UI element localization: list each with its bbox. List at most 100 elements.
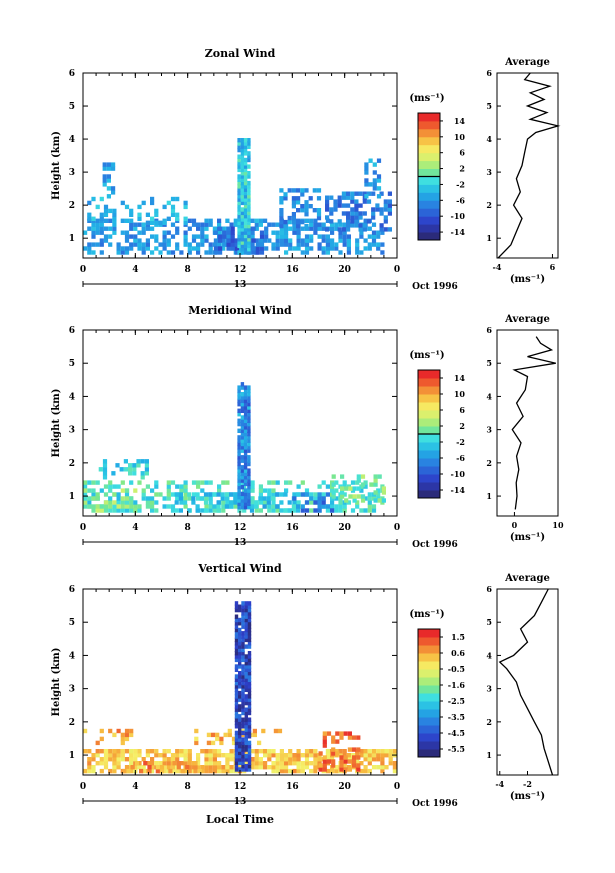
- heatmap-cell: [83, 749, 88, 754]
- heatmap-cell: [296, 188, 301, 193]
- heatmap-cell: [321, 246, 326, 251]
- heatmap-cell: [356, 478, 361, 483]
- spike-cell: [244, 687, 248, 692]
- heatmap-cell: [371, 234, 377, 239]
- spike-cell: [247, 415, 251, 420]
- heatmap-cell: [124, 492, 130, 497]
- spike-cell: [240, 501, 245, 506]
- heatmap-cell: [381, 498, 386, 503]
- heatmap-cell: [208, 242, 213, 247]
- colorbar-tick-label: 14: [454, 373, 466, 383]
- heatmap-cell: [330, 230, 335, 235]
- heatmap-cell: [179, 761, 184, 766]
- spike-cell: [240, 505, 245, 510]
- heatmap-cell: [208, 218, 213, 223]
- heatmap-cell: [304, 218, 310, 223]
- spike-cell: [237, 501, 241, 506]
- heatmap-cell: [334, 246, 339, 251]
- heatmap-cell: [112, 226, 117, 231]
- heatmap-cell: [380, 753, 385, 758]
- heatmap-cell: [296, 226, 301, 231]
- heatmap-cell: [284, 768, 289, 774]
- heatmap-cell: [271, 222, 276, 227]
- spike-cell: [243, 171, 248, 176]
- heatmap-cell: [288, 246, 293, 251]
- heatmap-cell: [145, 484, 150, 489]
- heatmap-cell: [217, 753, 222, 758]
- heatmap-cell: [291, 196, 296, 201]
- spike-cell: [241, 767, 245, 772]
- heatmap-cell: [279, 238, 284, 243]
- heatmap-cell: [95, 226, 100, 231]
- spike-cell: [241, 687, 245, 692]
- heatmap-cell: [218, 234, 223, 239]
- heatmap-cell: [325, 195, 330, 200]
- spike-cell: [247, 471, 251, 477]
- heatmap-cell: [331, 482, 336, 487]
- heatmap-cell: [359, 250, 364, 255]
- heatmap-cell: [99, 728, 104, 734]
- heatmap-cell: [120, 250, 125, 255]
- spike-cell: [247, 710, 252, 716]
- heatmap-cell: [174, 500, 179, 505]
- heatmap-cell: [300, 204, 305, 209]
- spike-cell: [247, 141, 251, 146]
- heatmap-cell: [326, 731, 332, 736]
- heatmap-cell: [226, 230, 231, 235]
- heatmap-cell: [264, 230, 269, 235]
- heatmap-cell: [356, 755, 361, 760]
- heatmap-cell: [296, 492, 301, 497]
- spike-cell: [237, 402, 241, 407]
- heatmap-cell: [99, 757, 104, 762]
- spike-cell: [240, 425, 245, 430]
- heatmap-cell: [267, 222, 272, 227]
- heatmap-cell: [283, 219, 288, 225]
- heatmap-cell: [108, 226, 113, 231]
- heatmap-cell: [124, 204, 130, 210]
- heatmap-cell: [150, 504, 155, 509]
- heatmap-cell: [309, 753, 314, 758]
- heatmap-cell: [95, 753, 100, 758]
- spike-cell: [247, 498, 251, 503]
- date-label: Oct 1996: [412, 282, 458, 292]
- heatmap-cell: [175, 753, 180, 758]
- spike-cell: [237, 451, 241, 457]
- spike-cell: [238, 734, 242, 739]
- heatmap-cell: [170, 204, 176, 210]
- heatmap-cell: [363, 238, 368, 243]
- spike-cell: [234, 700, 239, 706]
- heatmap-cell: [375, 203, 380, 208]
- spike-cell: [238, 647, 242, 653]
- spike-cell: [238, 707, 242, 712]
- heatmap-cell: [212, 761, 217, 766]
- heatmap-cell: [116, 484, 121, 489]
- heatmap-cell: [103, 761, 109, 766]
- heatmap-cell: [304, 488, 310, 493]
- heatmap-cell: [83, 488, 88, 493]
- heatmap-cell: [144, 467, 149, 472]
- y-tick-label: 5: [69, 102, 75, 112]
- spike-cell: [244, 604, 248, 609]
- heatmap-cell: [158, 761, 163, 766]
- x-tick-label: 12: [234, 782, 247, 792]
- heatmap-cell: [137, 246, 142, 251]
- heatmap-cell: [350, 753, 356, 758]
- heatmap-cell: [325, 199, 330, 204]
- heatmap-cell: [363, 218, 368, 223]
- heatmap-cell: [326, 759, 332, 764]
- heatmap-cell: [108, 508, 113, 513]
- heatmap-cell: [225, 500, 230, 505]
- spike-cell: [247, 385, 251, 390]
- heatmap-cell: [254, 504, 259, 509]
- heatmap-cells: [83, 382, 386, 513]
- heatmap-cell: [300, 238, 305, 243]
- spike-cell: [234, 634, 239, 639]
- heatmap-cell: [137, 480, 142, 485]
- heatmap-cell: [304, 238, 310, 243]
- heatmap-cell: [129, 749, 134, 754]
- spike-cell: [247, 455, 251, 460]
- spike-cell: [241, 724, 245, 729]
- spike-cell: [240, 402, 245, 407]
- heatmap-cell: [226, 242, 231, 247]
- heatmap-cell: [120, 732, 125, 738]
